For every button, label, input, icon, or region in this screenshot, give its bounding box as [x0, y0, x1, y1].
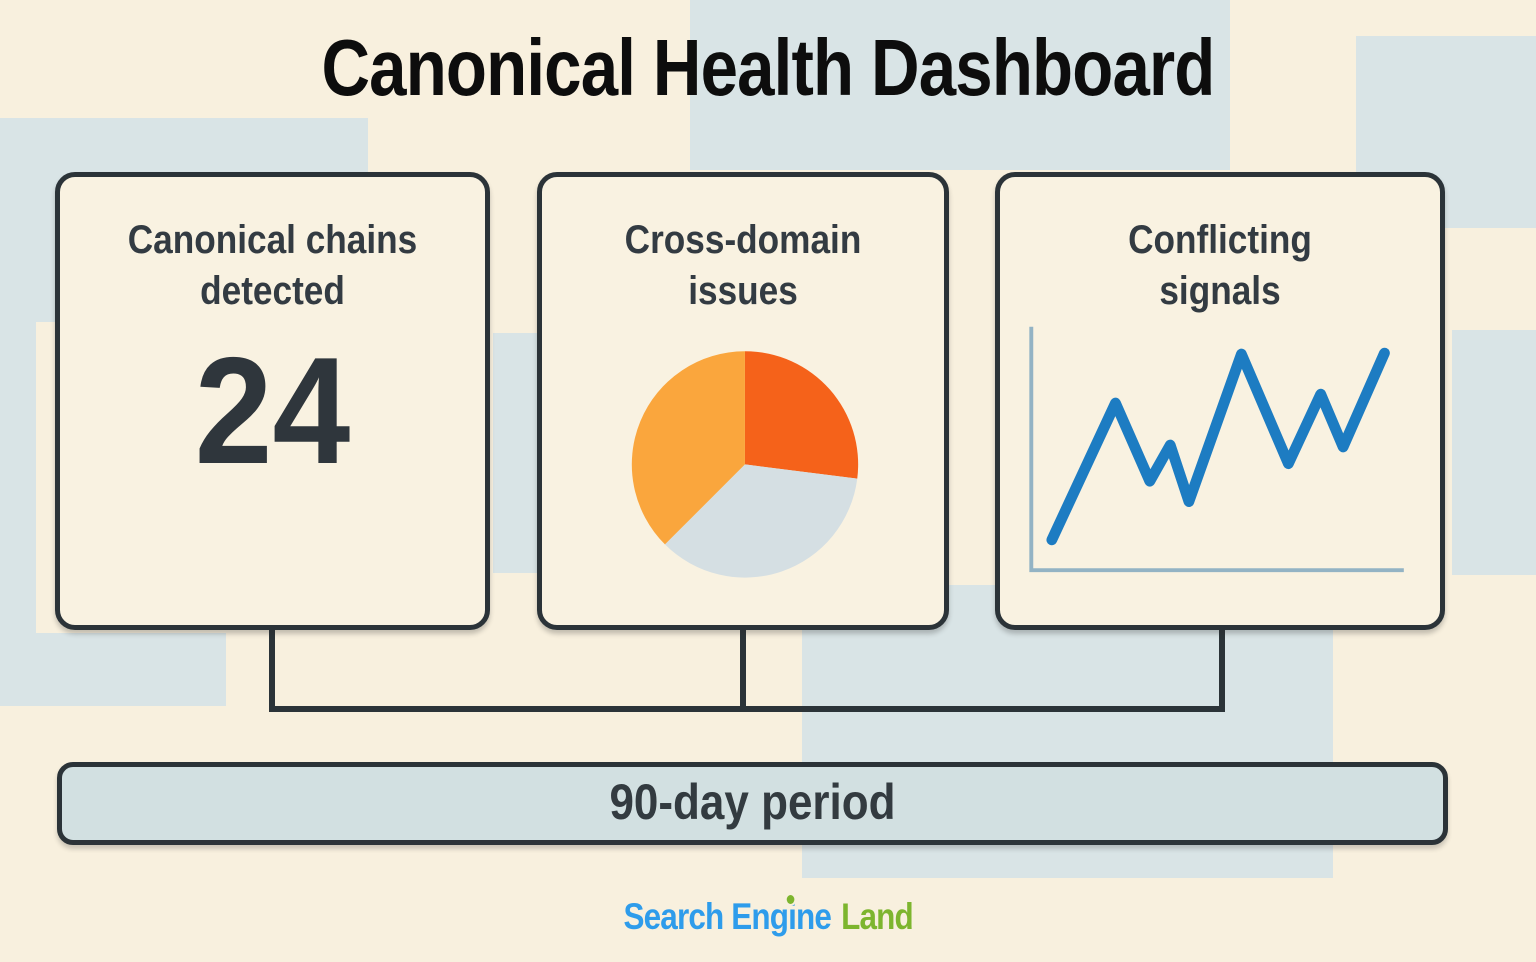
metric-value: 24 — [194, 326, 351, 496]
card-heading-line: Canonical chains — [127, 218, 418, 262]
connector-line-card2 — [740, 624, 746, 712]
card-heading-line: Conflicting — [1128, 218, 1312, 262]
background-tile — [493, 333, 537, 573]
period-label: 90-day period — [609, 774, 896, 830]
connector-line-horizontal — [269, 706, 1225, 712]
page-title: Canonical Health Dashboard — [321, 23, 1215, 112]
card-heading: Conflicting signals — [1026, 215, 1413, 317]
pie-slice-gray — [664, 464, 858, 578]
background-tile — [36, 633, 226, 706]
background-tile — [690, 0, 1230, 170]
background-tile — [0, 322, 36, 706]
connector-line-card3 — [1219, 624, 1225, 712]
trend-line — [1046, 347, 1390, 546]
pie-slice-light-orange — [631, 351, 745, 545]
card-cross-domain-issues: Cross-domain issues — [537, 172, 949, 630]
brand-logo: Search Engine Land — [0, 898, 1536, 935]
period-bar: 90-day period — [57, 762, 1448, 845]
connector-line-card1 — [269, 624, 275, 712]
card-heading-line: signals — [1159, 268, 1281, 313]
card-canonical-chains: Canonical chains detected 24 — [55, 172, 490, 630]
brand-search-engine: Search Engine — [623, 896, 831, 937]
card-heading-line: detected — [200, 268, 345, 313]
card-heading: Canonical chains detected — [86, 215, 460, 317]
card-heading: Cross-domain issues — [566, 215, 920, 317]
pie-slice-dark-orange — [744, 351, 859, 479]
brand-land: Land — [840, 896, 914, 937]
pie-chart — [631, 351, 859, 578]
chart-axes — [1029, 326, 1404, 573]
background-tile — [1452, 330, 1536, 575]
card-conflicting-signals: Conflicting signals — [995, 172, 1445, 630]
card-heading-line: Cross-domain — [624, 218, 862, 262]
line-chart — [1029, 326, 1404, 573]
card-heading-line: issues — [688, 268, 798, 313]
brand-logo-text: Search Engine Land — [623, 896, 914, 937]
